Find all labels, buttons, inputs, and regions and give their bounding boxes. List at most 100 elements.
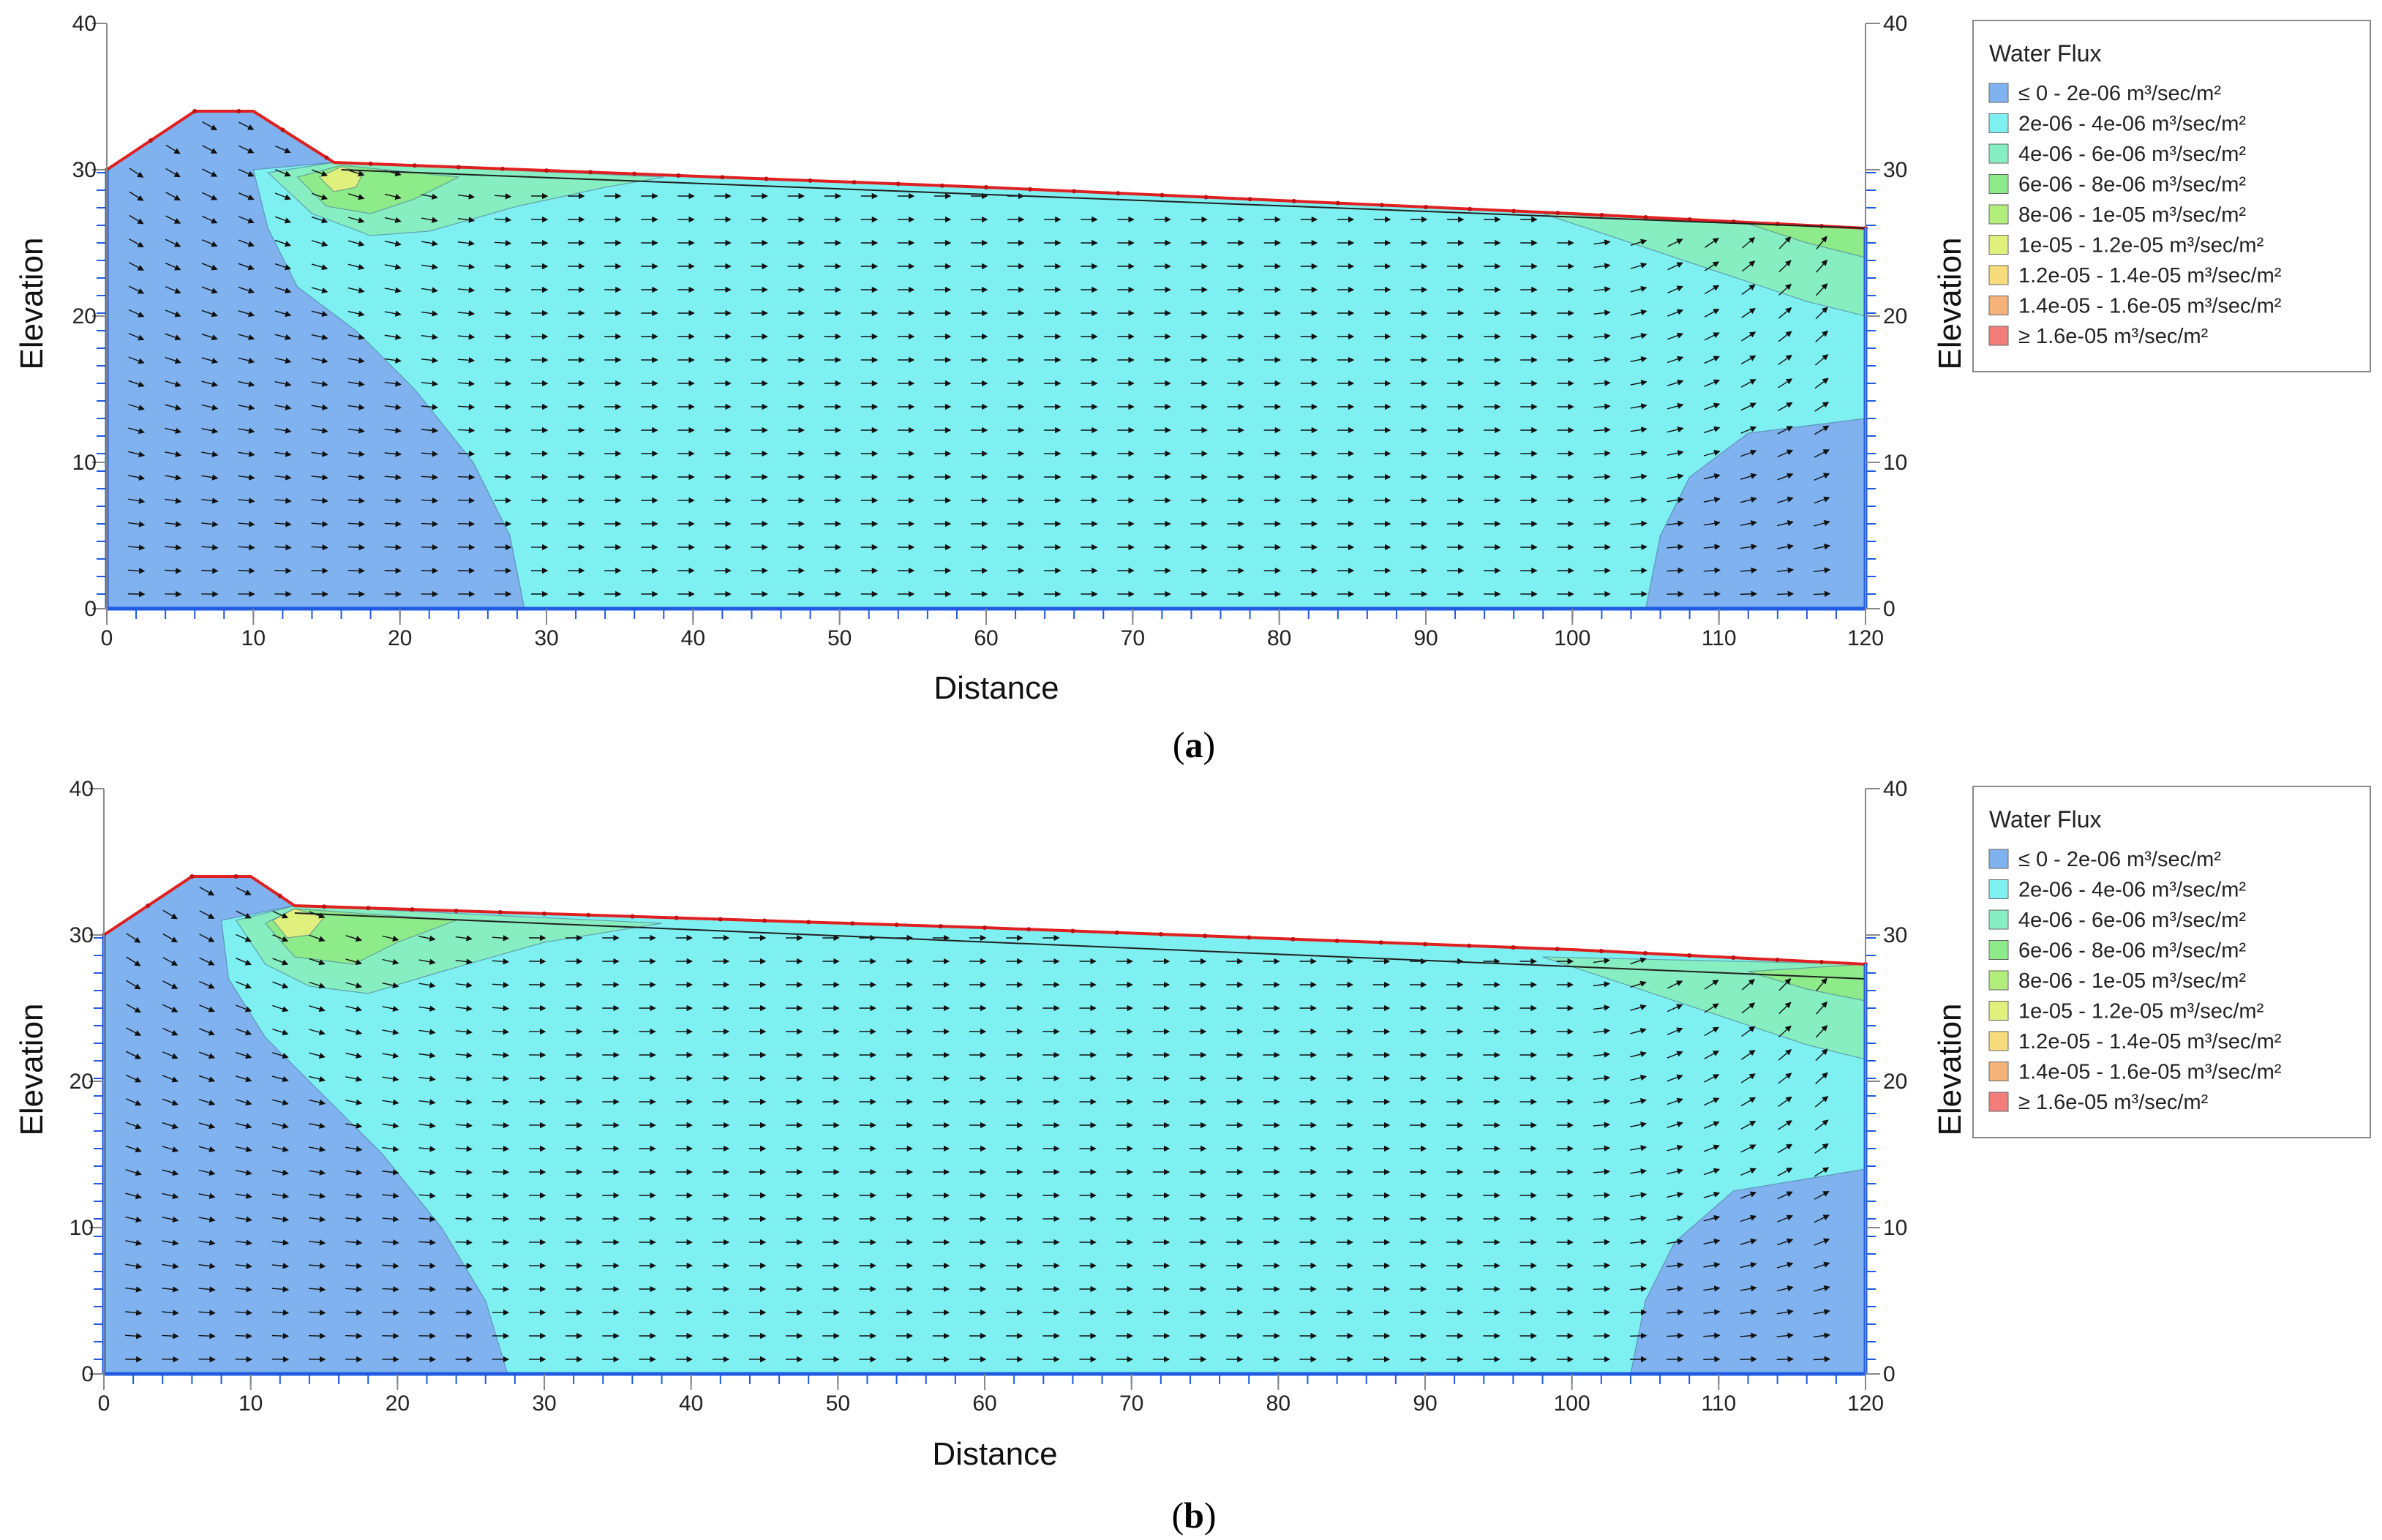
surface-node <box>1291 198 1296 203</box>
surface-node <box>1378 940 1383 945</box>
flow-vector <box>1778 378 1793 388</box>
surface-node <box>808 178 813 183</box>
flow-vector <box>236 887 252 895</box>
flow-vector <box>128 333 145 341</box>
flow-vector <box>494 356 512 364</box>
flow-vector <box>199 980 215 989</box>
flow-vector <box>1813 1309 1830 1315</box>
surface-node <box>412 163 417 168</box>
surface-node <box>718 917 723 922</box>
flow-vector <box>1593 380 1611 386</box>
flow-vector <box>1667 1168 1684 1175</box>
flow-vector <box>1813 1285 1830 1292</box>
flow-vector <box>1630 980 1647 988</box>
flow-vector <box>165 544 182 551</box>
flow-vector <box>198 1075 216 1083</box>
flow-vector <box>311 474 328 481</box>
flow-vector <box>1667 262 1683 271</box>
flow-vector <box>1777 402 1793 412</box>
flow-vector <box>165 309 181 318</box>
flow-vector <box>1776 1332 1794 1339</box>
flow-vector <box>1740 567 1758 574</box>
flow-vector <box>494 193 512 200</box>
flow-vector <box>1814 1119 1829 1131</box>
flow-vector <box>235 1051 252 1059</box>
flow-vector <box>382 1169 399 1176</box>
flow-vector <box>1740 1168 1757 1176</box>
flow-vector <box>1667 426 1684 433</box>
flow-vector <box>1629 1239 1648 1245</box>
surface-node <box>1643 215 1648 219</box>
legend-swatch <box>1988 265 2009 285</box>
flow-vector <box>311 497 328 504</box>
flow-vector <box>382 958 399 965</box>
flow-vector <box>235 1075 252 1083</box>
y-axis-title-right-a: Elevation <box>1932 237 1968 369</box>
flow-vector <box>457 427 476 434</box>
flow-vector <box>272 910 289 919</box>
flow-vector <box>421 217 438 223</box>
y-tick-label-left: 0 <box>84 597 97 621</box>
flow-vector <box>238 121 255 130</box>
flow-vector <box>457 334 476 340</box>
surface-node <box>1775 958 1780 962</box>
flow-vector <box>1667 1192 1684 1198</box>
surface-node <box>1203 195 1209 200</box>
x-tick-label: 30 <box>534 626 558 650</box>
flow-vector <box>1778 978 1792 991</box>
flow-vector <box>1814 1143 1829 1154</box>
flow-vector <box>1630 497 1648 503</box>
flow-vector <box>201 521 219 527</box>
flow-vector <box>202 145 218 154</box>
flow-vector <box>201 309 218 318</box>
flow-vector <box>236 1028 252 1036</box>
flow-vector <box>201 380 219 388</box>
flow-vector <box>235 1169 252 1176</box>
x-tick-label: 110 <box>1701 1391 1736 1416</box>
flow-vector <box>201 427 219 434</box>
flow-vector <box>308 1216 326 1222</box>
flow-vector <box>1777 1214 1794 1222</box>
flow-vector <box>1667 1239 1684 1245</box>
flow-vector <box>1593 1004 1611 1011</box>
flow-vector <box>421 287 439 293</box>
flow-vector <box>1704 1074 1720 1083</box>
flow-vector <box>308 1192 326 1199</box>
flow-vector <box>272 934 289 942</box>
flow-vector <box>1778 1002 1792 1015</box>
y-tick-label-right: 0 <box>1883 1362 1896 1386</box>
flow-vector <box>1703 426 1721 434</box>
surface-node <box>497 909 503 914</box>
flow-vector <box>384 193 402 200</box>
legend-label: 1.4e-05 - 1.6e-05 m³/sec/m² <box>2018 1061 2282 1084</box>
surface-node <box>676 173 681 178</box>
flow-vector <box>311 192 328 200</box>
y-tick-label-right: 30 <box>1883 923 1907 947</box>
flow-vector <box>165 262 181 271</box>
flow-vector <box>238 357 255 364</box>
flow-vector <box>165 333 181 341</box>
flow-vector <box>457 310 476 317</box>
x-tick-label: 20 <box>386 1391 410 1416</box>
surface-node <box>895 181 901 187</box>
flow-vector <box>311 404 328 410</box>
surface-node <box>764 176 769 181</box>
surface-node <box>588 170 593 175</box>
flow-vector <box>238 239 255 247</box>
ground-surface-line-b <box>102 875 1866 966</box>
y-tick-label-right: 0 <box>1883 597 1896 621</box>
flow-vector <box>165 192 181 200</box>
flow-vector <box>1813 590 1831 598</box>
flow-vector <box>238 544 255 551</box>
x-tick-label: 50 <box>827 626 852 650</box>
flow-vector <box>1667 1097 1683 1105</box>
flow-vector <box>382 1029 399 1035</box>
x-tick-label: 40 <box>679 1391 703 1416</box>
surface-node <box>368 161 373 166</box>
flow-vector <box>1667 1332 1684 1340</box>
flow-vector <box>201 544 219 551</box>
flow-vector <box>1667 379 1684 386</box>
flow-vector <box>457 450 476 457</box>
flow-vector <box>129 238 144 248</box>
legend-label: 1.2e-05 - 1.4e-05 m³/sec/m² <box>2018 264 2282 288</box>
